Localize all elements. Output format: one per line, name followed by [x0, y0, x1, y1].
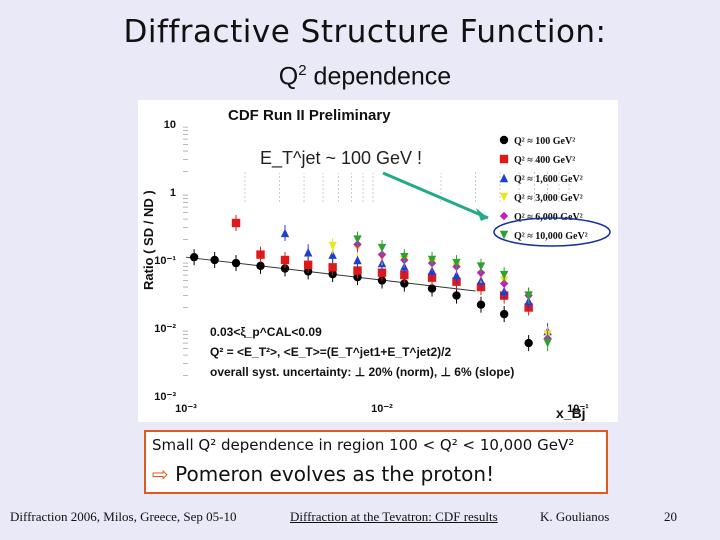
data-point [452, 291, 461, 300]
et-annotation-box [254, 143, 442, 173]
data-point [400, 279, 409, 288]
data-point [377, 243, 387, 253]
cut-text-xi: 0.03<ξ_p^CAL<0.09 [210, 325, 322, 339]
x-axis-label: x_Bj [556, 405, 586, 421]
legend-label: Q² ≈ 1,600 GeV² [514, 174, 583, 185]
y-tick-label: 10⁻³ [154, 391, 176, 403]
y-tick-label: 10⁻¹ [154, 255, 176, 267]
data-point [303, 248, 313, 257]
data-point [353, 255, 362, 265]
cdf-ratio-chart: 10⁻³ 10⁻² 10⁻¹ 1 10 10⁻³ 10⁻² 10⁻¹ Q² ≈ 100 GeV… [138, 100, 618, 422]
arrow-right-icon: ⇨ [152, 462, 169, 486]
summary-line-2: ⇨ Pomeron evolves as the proton! [152, 462, 494, 486]
legend-marker [499, 154, 509, 164]
legend-marker [499, 192, 509, 202]
subtitle-rest: dependence [306, 62, 452, 91]
legend-marker [499, 135, 509, 145]
data-point [231, 258, 241, 268]
data-point [328, 250, 337, 259]
data-point [400, 252, 409, 262]
data-point [280, 228, 290, 238]
y-tick-label: 1 [170, 187, 176, 199]
legend-label: Q² ≈ 3,000 GeV² [514, 193, 583, 204]
data-point [210, 255, 219, 265]
slide-subtitle: Q2 dependence [0, 62, 720, 91]
y-tick-label: 10 [164, 119, 176, 131]
x-tick-label: 10⁻³ [175, 403, 197, 415]
data-point [280, 264, 290, 273]
data-point [452, 270, 461, 280]
cut-text-q2: Q² = <E_T²>, <E_T>=(E_T^jet1+E_T^jet2)/2 [210, 345, 451, 359]
summary-conclusion: Pomeron evolves as the proton! [175, 462, 495, 486]
y-axis-label: Ratio ( SD / ND ) [141, 190, 156, 290]
data-point [499, 270, 509, 280]
summary-box: Small Q² dependence in region 100 < Q² <… [144, 430, 608, 494]
footer-author: K. Goulianos [540, 509, 610, 524]
data-point [353, 235, 362, 244]
callout-arrowhead [476, 208, 488, 221]
footer-page-number: 20 [664, 509, 677, 524]
data-point [353, 266, 362, 275]
y-tick-label: 10⁻² [154, 323, 176, 335]
x-tick-label: 10⁻¹ [567, 403, 589, 415]
data-point [499, 279, 509, 288]
summary-line-1: Small Q² dependence in region 100 < Q² <… [152, 436, 575, 454]
data-point [427, 284, 437, 293]
data-point [524, 291, 533, 300]
data-point [231, 218, 241, 228]
legend-highlight-ellipse [493, 217, 611, 247]
data-point [256, 261, 265, 271]
data-point [476, 300, 486, 309]
legend-marker [499, 230, 509, 240]
data-point [328, 263, 337, 272]
data-point [524, 338, 533, 348]
x-tick-label: 10⁻² [371, 403, 393, 415]
data-point [189, 252, 199, 262]
data-point [256, 250, 265, 259]
footer-conference: Diffraction 2006, Milos, Greece, Sep 05-… [10, 509, 237, 524]
chart-title: CDF Run II Preliminary [228, 107, 391, 124]
subtitle-sup: 2 [298, 62, 307, 79]
legend-label: Q² ≈ 400 GeV² [514, 155, 575, 166]
data-point [543, 338, 552, 348]
callout-arrow [382, 171, 489, 220]
legend-label: Q² ≈ 10,000 GeV² [514, 231, 588, 242]
cut-text-syst: overall syst. uncertainty: ⊥ 20% (norm),… [210, 365, 514, 379]
data-point [427, 255, 437, 265]
data-point [499, 309, 509, 319]
legend-marker [499, 173, 509, 183]
data-point [452, 258, 461, 268]
data-point [303, 260, 313, 269]
subtitle-q: Q [278, 62, 299, 91]
et-annotation: E_T^jet ~ 100 GeV ! [260, 148, 422, 169]
slide-title: Diffractive Structure Function: [123, 14, 607, 50]
footer-talk-link[interactable]: Diffraction at the Tevatron: CDF results [290, 509, 498, 524]
data-point [328, 241, 337, 251]
data-point [400, 270, 409, 280]
data-point [280, 255, 290, 265]
legend-label: Q² ≈ 100 GeV² [514, 136, 575, 147]
data-point [476, 262, 486, 271]
chart-series-layer [189, 215, 552, 352]
data-point [377, 268, 387, 277]
